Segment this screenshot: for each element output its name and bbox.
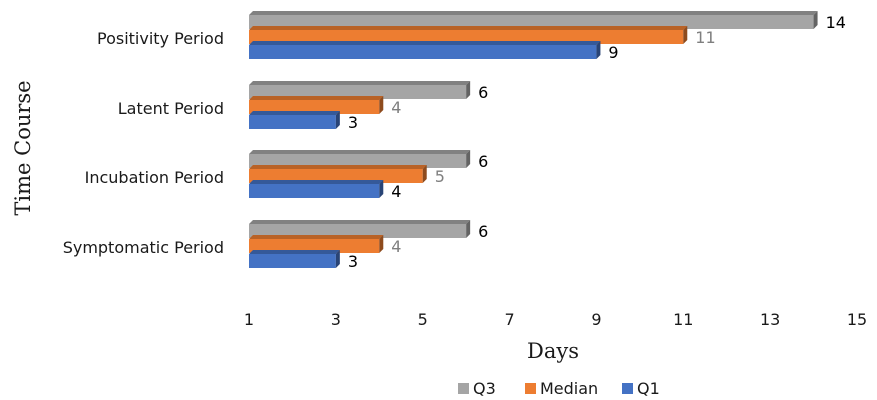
x-tick-label-1: 1 bbox=[244, 310, 254, 329]
x-tick-label-5: 5 bbox=[418, 310, 428, 329]
category-label-incubation-period: Incubation Period bbox=[85, 168, 224, 187]
data-label-q3-incubation-period: 6 bbox=[478, 152, 488, 171]
x-axis-title: Days bbox=[527, 339, 579, 363]
data-label-median-symptomatic-period: 4 bbox=[391, 237, 401, 256]
legend-label-median: Median bbox=[540, 379, 598, 398]
data-label-median-positivity-period: 11 bbox=[695, 28, 715, 47]
bar-median-positivity-period bbox=[249, 26, 688, 44]
category-label-symptomatic-period: Symptomatic Period bbox=[63, 238, 224, 257]
data-label-q3-symptomatic-period: 6 bbox=[478, 222, 488, 241]
x-tick-label-15: 15 bbox=[847, 310, 867, 329]
data-label-median-incubation-period: 5 bbox=[435, 167, 445, 186]
data-label-q3-positivity-period: 14 bbox=[826, 13, 846, 32]
bar-q1-latent-period bbox=[249, 111, 340, 129]
bar-q1-incubation-period bbox=[249, 180, 384, 198]
axis-layer: Time Course Days 1 3 5 7 9 11 13 15 bbox=[11, 80, 867, 363]
legend-swatch-q1 bbox=[622, 383, 633, 394]
data-label-q1-symptomatic-period: 3 bbox=[348, 252, 358, 271]
data-label-median-latent-period: 4 bbox=[391, 98, 401, 117]
bar-q3-symptomatic-period bbox=[249, 220, 471, 238]
legend-item-q1: Q1 bbox=[622, 379, 660, 398]
labels-layer: Positivity Period Latent Period Incubation… bbox=[63, 13, 846, 271]
bar-q3-incubation-period bbox=[249, 150, 471, 168]
x-tick-label-13: 13 bbox=[760, 310, 780, 329]
legend-label-q3: Q3 bbox=[473, 379, 496, 398]
legend-item-median: Median bbox=[525, 379, 598, 398]
data-label-q1-incubation-period: 4 bbox=[391, 182, 401, 201]
bar-median-latent-period bbox=[249, 96, 384, 114]
legend-swatch-q3 bbox=[458, 383, 469, 394]
bar-q3-positivity-period bbox=[249, 11, 818, 29]
legend-swatch-median bbox=[525, 383, 536, 394]
bar-q3-latent-period bbox=[249, 81, 471, 99]
x-tick-label-9: 9 bbox=[591, 310, 601, 329]
bar-median-incubation-period bbox=[249, 165, 427, 183]
data-label-q1-positivity-period: 9 bbox=[608, 43, 618, 62]
legend-item-q3: Q3 bbox=[458, 379, 496, 398]
legend-label-q1: Q1 bbox=[637, 379, 660, 398]
category-label-latent-period: Latent Period bbox=[118, 99, 224, 118]
x-tick-label-3: 3 bbox=[331, 310, 341, 329]
x-tick-label-7: 7 bbox=[504, 310, 514, 329]
data-label-q3-latent-period: 6 bbox=[478, 83, 488, 102]
bar-q1-symptomatic-period bbox=[249, 250, 340, 268]
category-label-positivity-period: Positivity Period bbox=[97, 29, 224, 48]
data-label-q1-latent-period: 3 bbox=[348, 113, 358, 132]
bar-q1-positivity-period bbox=[249, 41, 601, 59]
y-axis-title: Time Course bbox=[11, 80, 35, 215]
bars-layer bbox=[249, 11, 818, 268]
legend: Q3 Median Q1 bbox=[458, 379, 660, 398]
x-tick-label-11: 11 bbox=[673, 310, 693, 329]
bar-median-symptomatic-period bbox=[249, 235, 384, 253]
